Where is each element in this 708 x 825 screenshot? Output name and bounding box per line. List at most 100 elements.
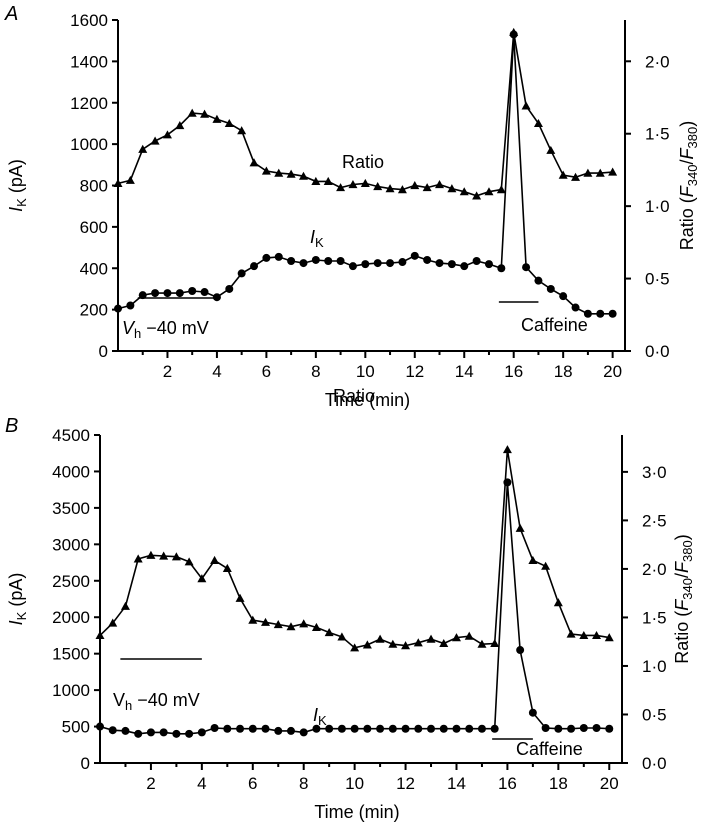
ratio-point <box>426 634 436 643</box>
ratio-point <box>459 187 469 196</box>
right-y-tick-label: 1·0 <box>642 657 667 676</box>
ik-point <box>172 729 181 738</box>
ratio-point <box>197 574 207 583</box>
ratio-point <box>388 639 398 648</box>
ik-point <box>138 291 147 300</box>
ik-point <box>236 724 245 733</box>
ik-point <box>225 284 234 293</box>
ratio-point <box>150 136 160 145</box>
right-y-tick-label: 0·0 <box>642 754 667 773</box>
right-y-tick-label: 0·5 <box>645 270 670 289</box>
ik-point <box>592 724 601 733</box>
ik-point <box>414 724 423 733</box>
x-tick-label: 10 <box>345 774 364 793</box>
ratio-point <box>95 630 105 640</box>
left-y-tick-label: 1600 <box>70 11 108 30</box>
ratio-point <box>496 185 506 194</box>
left-y-tick-label: 400 <box>80 259 108 278</box>
ik-annotation: IK <box>310 227 324 250</box>
right-y-tick-label: 0·5 <box>642 705 667 724</box>
ik-point <box>579 724 588 733</box>
right-y-tick-label: 1·5 <box>642 608 667 627</box>
left-y-tick-label: 1000 <box>52 681 90 700</box>
ik-point <box>460 262 469 271</box>
ik-point <box>248 724 257 733</box>
ratio-point <box>200 109 210 118</box>
ik-point <box>465 724 474 733</box>
panel-letter: A <box>4 3 18 25</box>
ratio-point <box>311 176 321 185</box>
x-tick-label: 16 <box>498 774 517 793</box>
ratio-annotation: Ratio <box>342 152 384 172</box>
ik-point <box>299 259 308 268</box>
right-y-axis-label: Ratio (F340/F380) <box>677 121 700 250</box>
x-tick-label: 20 <box>600 774 619 793</box>
ik-point <box>126 301 135 310</box>
ratio-point <box>222 563 232 572</box>
ratio-point <box>184 557 194 566</box>
left-y-tick-label: 0 <box>99 342 108 361</box>
ratio-point <box>224 118 234 128</box>
ratio-point <box>541 561 551 570</box>
left-y-tick-label: 4500 <box>52 426 90 445</box>
ik-point <box>262 253 271 262</box>
left-y-tick-label: 0 <box>81 754 90 773</box>
vh-annotation: Vh −40 mV <box>113 690 200 713</box>
ik-point <box>121 726 130 735</box>
ik-point <box>212 293 221 302</box>
ik-point <box>311 255 320 264</box>
ik-point <box>484 260 493 269</box>
ik-point <box>114 304 122 313</box>
ik-point <box>185 729 194 738</box>
ratio-point <box>286 169 296 178</box>
ik-point <box>427 724 436 733</box>
ik-point <box>274 252 283 261</box>
ratio-point <box>608 167 618 176</box>
ik-point <box>361 260 370 269</box>
panel-letter: B <box>5 415 18 437</box>
ik-point <box>583 309 592 318</box>
left-y-tick-label: 1400 <box>70 52 108 71</box>
ratio-point <box>401 641 411 650</box>
ik-point <box>477 724 486 733</box>
ratio-point <box>248 615 258 624</box>
chart-panel-b: B 0 500 1000 1500 2000 2500 3000 3500 4000 4500 0·0… <box>5 386 695 822</box>
left-y-axis-label: IK (pA) <box>6 159 29 212</box>
ratio-point <box>175 121 185 130</box>
ratio-point <box>528 555 538 564</box>
ik-point <box>472 257 481 266</box>
x-tick-label: 4 <box>197 774 206 793</box>
ik-point <box>373 259 382 268</box>
ik-point <box>348 262 357 271</box>
ik-point <box>497 264 506 273</box>
ik-point <box>336 257 345 266</box>
ik-annotation: IK <box>313 705 327 728</box>
ratio-point <box>385 184 395 193</box>
ratio-point <box>422 183 432 192</box>
right-y-tick-label: 1·0 <box>645 197 670 216</box>
chart-panel-a: A 0 200 400 600 800 1000 1200 1400 1600 0·0 0·5 1·0 1… <box>4 3 700 410</box>
ik-point <box>541 724 550 733</box>
x-axis-label: Time (min) <box>314 802 399 822</box>
ratio-point <box>162 130 172 139</box>
ratio-point <box>286 622 296 631</box>
ik-point <box>423 255 432 264</box>
ik-point <box>596 309 605 318</box>
x-axis-label: Time (min) <box>325 390 410 410</box>
ratio-point <box>410 181 420 190</box>
series-line-ratio <box>99 449 610 649</box>
x-tick-label: 2 <box>163 362 172 381</box>
ratio-point <box>171 552 181 561</box>
ik-point <box>388 724 397 733</box>
x-tick-label: 10 <box>356 362 375 381</box>
ik-point <box>274 726 283 735</box>
ik-point <box>96 722 104 731</box>
ratio-point <box>273 620 283 629</box>
ik-point <box>325 724 334 733</box>
left-y-tick-label: 200 <box>80 301 108 320</box>
ratio-point <box>451 633 461 642</box>
ratio-point <box>187 108 197 117</box>
ik-point <box>151 289 160 298</box>
ik-point <box>134 729 143 738</box>
